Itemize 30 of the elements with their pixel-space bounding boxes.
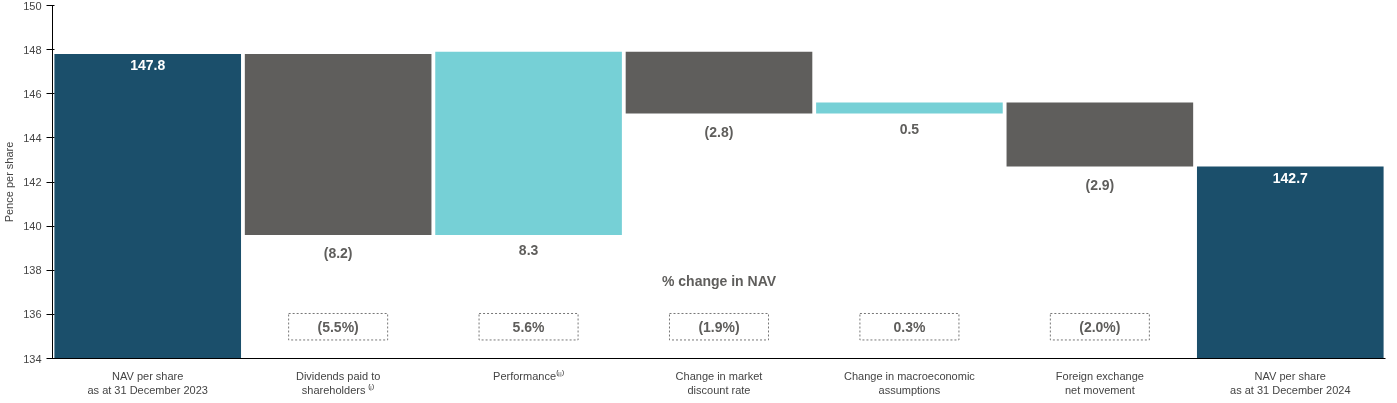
data-label: (2.8)	[704, 123, 734, 140]
y-tick-label: 140	[23, 220, 42, 233]
x-tick-label: Dividends paid to shareholders ⁽ⁱ⁾	[295, 369, 381, 396]
annotation: % change in NAV	[661, 272, 777, 289]
y-tick-label: 134	[23, 352, 42, 365]
y-tick-label: 136	[23, 308, 42, 321]
annotation: (2.0%)	[1079, 318, 1121, 335]
data-label: (8.2)	[323, 244, 353, 261]
x-tick-label: NAV per share as at 31 December 2024	[1230, 369, 1351, 396]
y-tick-label: 138	[23, 264, 42, 277]
y-tick-label: 146	[23, 87, 42, 100]
annotation: 0.3%	[893, 318, 926, 335]
y-tick-label: 144	[23, 131, 42, 144]
y-tick-label: 150	[23, 0, 42, 12]
y-axis-title: Pence per share	[3, 141, 16, 223]
data-label: 0.5	[899, 120, 920, 137]
annotation: (1.9%)	[698, 318, 740, 335]
annotation: 5.6%	[512, 318, 546, 335]
y-tick-label: 148	[23, 43, 42, 56]
data-label: 147.8	[130, 57, 166, 74]
data-label: 8.3	[518, 241, 539, 258]
x-tick-label: Change in market discount rate	[675, 369, 763, 396]
data-label: 142.7	[1272, 169, 1309, 186]
x-tick-label: NAV per share as at 31 December 2023	[87, 369, 208, 396]
data-label: (2.9)	[1085, 176, 1115, 193]
x-tick-label: Foreign exchange net movement	[1055, 369, 1144, 396]
x-tick-label: Performance⁽ⁱⁱ⁾	[493, 369, 565, 382]
y-tick-label: 142	[23, 176, 42, 188]
x-tick-label: Change in macroeconomic assumptions	[844, 369, 976, 396]
annotation: (5.5%)	[317, 318, 359, 335]
